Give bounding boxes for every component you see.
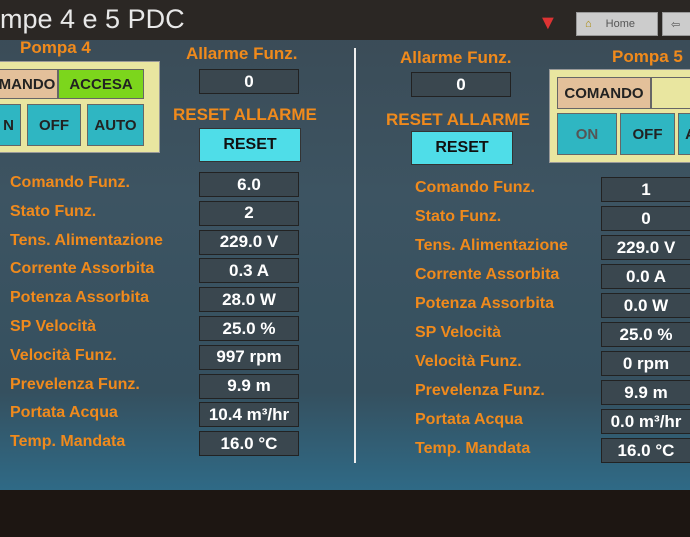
reading-label: Potenza Assorbita bbox=[10, 289, 149, 307]
home-button[interactable]: ⌂ Home bbox=[576, 12, 658, 36]
reading-value: 229.0 V bbox=[199, 229, 299, 255]
pump4-status: ACCESA bbox=[58, 69, 144, 99]
reading-label: Corrente Assorbita bbox=[10, 260, 155, 278]
hmi-screen: mpe 4 e 5 PDC ▼ ⌂ Home ⇦ Pompa 4 MANDO AC… bbox=[0, 0, 690, 490]
reading-label: Stato Funz. bbox=[415, 208, 502, 225]
reading-label: Tens. Alimentazione bbox=[415, 237, 568, 254]
reading-label: Velocità Funz. bbox=[10, 346, 117, 364]
pump5-alarm-value: 0 bbox=[411, 72, 511, 97]
arrow-left-icon: ⇦ bbox=[671, 18, 681, 31]
reading-label: Tens. Alimentazione bbox=[10, 231, 163, 249]
back-button[interactable]: ⇦ bbox=[662, 12, 690, 36]
logo-icon: ▼ bbox=[538, 12, 558, 34]
reading-value: 2 bbox=[199, 200, 299, 226]
pump4-alarm-value: 0 bbox=[199, 69, 299, 94]
pump5-comando-label: COMANDO bbox=[557, 77, 651, 109]
reading-label: Potenza Assorbita bbox=[415, 295, 554, 312]
reading-value: 10.4 m³/hr bbox=[199, 402, 299, 428]
reading-value: 997 rpm bbox=[199, 344, 299, 370]
reading-value: 0.0 A bbox=[601, 264, 690, 289]
reading-label: Portata Acqua bbox=[10, 404, 118, 422]
pump4-reset-button[interactable]: RESET bbox=[199, 128, 301, 162]
monitor-bezel bbox=[0, 490, 690, 537]
title-bar: mpe 4 e 5 PDC ▼ ⌂ Home ⇦ bbox=[0, 0, 690, 40]
pump5-on-button[interactable]: ON bbox=[557, 113, 617, 155]
reading-label: Prevelenza Funz. bbox=[415, 382, 545, 399]
reading-label: Temp. Mandata bbox=[10, 433, 126, 451]
reading-value: 1 bbox=[601, 177, 690, 202]
pump4-alarm-label: Allarme Funz. bbox=[186, 44, 298, 63]
reading-label: SP Velocità bbox=[415, 324, 501, 341]
pump4-comando-label: MANDO bbox=[0, 69, 58, 99]
reading-label: Velocità Funz. bbox=[415, 353, 522, 370]
pump5-status bbox=[651, 77, 690, 109]
pump5-reset-button[interactable]: RESET bbox=[411, 131, 513, 165]
home-label: Home bbox=[605, 18, 635, 30]
reading-value: 9.9 m bbox=[199, 373, 299, 399]
pump4-off-button[interactable]: OFF bbox=[27, 104, 81, 146]
pump5-title: Pompa 5 bbox=[612, 47, 683, 66]
pump4-control-panel: MANDO ACCESA N OFF AUTO bbox=[0, 61, 160, 153]
pump4-reset-label: RESET ALLARME bbox=[173, 105, 317, 124]
reading-label: Temp. Mandata bbox=[415, 440, 531, 457]
reading-label: Portata Acqua bbox=[415, 411, 523, 428]
page-title: mpe 4 e 5 PDC bbox=[0, 4, 185, 34]
reading-value: 0 rpm bbox=[601, 351, 690, 376]
reading-value: 0.0 m³/hr bbox=[601, 409, 690, 434]
home-icon: ⌂ bbox=[585, 18, 592, 30]
reading-label: Comando Funz. bbox=[415, 179, 535, 196]
pump5-control-panel: COMANDO ON OFF A bbox=[549, 69, 690, 163]
reading-value: 25.0 % bbox=[199, 316, 299, 341]
pump5-off-button[interactable]: OFF bbox=[620, 113, 675, 155]
pump5-reset-label: RESET ALLARME bbox=[386, 110, 530, 129]
reading-label: Corrente Assorbita bbox=[415, 266, 560, 283]
pump5-alarm-label: Allarme Funz. bbox=[400, 48, 512, 67]
pump4-on-button[interactable]: N bbox=[0, 104, 21, 146]
reading-value: 25.0 % bbox=[601, 322, 690, 347]
pump5-auto-button[interactable]: A bbox=[678, 113, 690, 155]
reading-value: 16.0 °C bbox=[601, 438, 690, 463]
reading-value: 16.0 °C bbox=[199, 431, 299, 457]
reading-value: 229.0 V bbox=[601, 235, 690, 260]
reading-value: 9.9 m bbox=[601, 380, 690, 405]
reading-value: 28.0 W bbox=[199, 287, 299, 313]
reading-value: 6.0 bbox=[199, 172, 299, 197]
reading-value: 0 bbox=[601, 206, 690, 231]
pump4-auto-button[interactable]: AUTO bbox=[87, 104, 144, 146]
reading-value: 0.0 W bbox=[601, 293, 690, 318]
reading-value: 0.3 A bbox=[199, 258, 299, 284]
pump4-title: Pompa 4 bbox=[20, 38, 91, 57]
divider bbox=[354, 48, 356, 463]
reading-label: Comando Funz. bbox=[10, 174, 130, 191]
reading-label: Stato Funz. bbox=[10, 202, 97, 220]
reading-label: Prevelenza Funz. bbox=[10, 375, 140, 393]
reading-label: SP Velocità bbox=[10, 318, 96, 335]
